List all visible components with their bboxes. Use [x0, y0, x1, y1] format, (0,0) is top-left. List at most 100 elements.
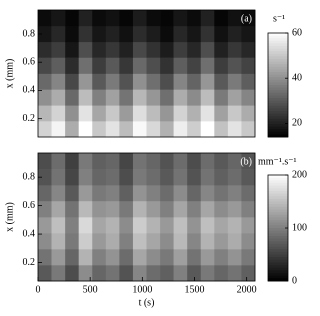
colorbar-tick-label: 40: [292, 73, 302, 84]
heatmap-cell: [132, 9, 147, 27]
colorbar-step: [268, 33, 288, 36]
colorbar-step: [268, 241, 288, 245]
heatmap-cell: [65, 265, 79, 282]
x-tick-label: 1000: [132, 284, 152, 295]
heatmap-cell: [65, 216, 79, 234]
heatmap-cell: [173, 201, 188, 218]
heatmap-cell: [241, 73, 256, 90]
colorbar-step: [268, 90, 288, 94]
heatmap-cell: [214, 169, 229, 186]
heatmap-cell: [187, 184, 202, 202]
plot-frame: [37, 152, 256, 282]
heatmap-cell: [51, 41, 66, 58]
heatmap-cell: [160, 201, 174, 218]
heatmap-cell: [160, 73, 174, 90]
colorbar-step: [268, 111, 288, 114]
heatmap-cell: [173, 41, 188, 58]
heatmap-cell: [105, 121, 120, 138]
heatmap-cell: [241, 216, 256, 234]
heatmap-cell: [241, 121, 256, 138]
heatmap-cell: [51, 73, 66, 90]
colorbar-step: [268, 48, 288, 52]
colorbar-step: [268, 190, 288, 194]
heatmap-cell: [92, 152, 107, 170]
colorbar-step: [268, 220, 288, 224]
colorbar-step: [268, 95, 288, 99]
colorbar-step: [268, 61, 288, 65]
x-tick-label: 2000: [237, 284, 257, 295]
heatmap-cell: [173, 265, 188, 282]
heatmap-cell: [78, 9, 93, 27]
heatmap-cell: [38, 25, 52, 43]
heatmap-cell: [187, 201, 202, 218]
heatmap-cell: [227, 73, 242, 90]
colorbar-step: [268, 273, 288, 277]
heatmap-cell: [187, 105, 202, 122]
colorbar-step: [268, 182, 288, 186]
colorbar-step: [268, 249, 288, 253]
colorbar-step: [268, 206, 288, 210]
heatmap-cell: [214, 152, 229, 170]
colorbar-step: [268, 212, 288, 216]
heatmap-cell: [38, 9, 52, 27]
heatmap-cell: [173, 105, 188, 122]
heatmap-cell: [78, 201, 93, 218]
colorbar-step: [268, 79, 288, 83]
heatmap-cell: [227, 57, 242, 74]
heatmap-cell: [160, 25, 174, 43]
heatmap-cell: [105, 41, 120, 58]
heatmap-cell: [78, 25, 93, 43]
heatmap-cell: [241, 248, 256, 266]
heatmap-cell: [200, 265, 215, 282]
heatmap-cell: [78, 233, 93, 250]
heatmap-cell: [105, 57, 120, 74]
heatmap-cell: [160, 9, 174, 27]
colorbar-step: [268, 230, 288, 234]
heatmap-cell: [227, 152, 242, 170]
heatmap-cell: [160, 265, 174, 282]
heatmap-cell: [214, 265, 229, 282]
heatmap-cell: [92, 105, 107, 122]
heatmap-cell: [187, 25, 202, 43]
colorbar-step: [268, 209, 288, 213]
heatmap-cell: [227, 169, 242, 186]
heatmap-cell: [38, 233, 52, 250]
heatmap-cell: [227, 184, 242, 202]
heatmap-cell: [105, 105, 120, 122]
colorbar-step: [268, 77, 288, 81]
x-tick-label: 1500: [184, 284, 204, 295]
heatmap-cell: [241, 169, 256, 186]
colorbar-step: [268, 116, 288, 120]
heatmap-cell: [119, 89, 134, 106]
heatmap-cell: [227, 41, 242, 58]
x-tick-label: 500: [83, 284, 98, 295]
heatmap-cell: [160, 233, 174, 250]
heatmap-cell: [241, 9, 256, 27]
colorbar-step: [268, 134, 288, 138]
heatmap-cell: [200, 105, 215, 122]
heatmap-cell: [214, 216, 229, 234]
colorbar-step: [268, 180, 288, 184]
heatmap-cell: [200, 248, 215, 266]
colorbar-step: [268, 198, 288, 202]
heatmap-cell: [241, 41, 256, 58]
heatmap-cell: [38, 105, 52, 122]
heatmap-cell: [187, 265, 202, 282]
heatmap-cell: [119, 184, 134, 202]
heatmap-cell: [65, 121, 79, 138]
heatmap-cell: [227, 233, 242, 250]
colorbar-label: mm⁻¹.s⁻¹: [258, 156, 297, 167]
heatmap-cell: [200, 73, 215, 90]
heatmap-cell: [146, 41, 161, 58]
figure: 0.2 0.4 0.6 0.8 x (mm) (a) 20 40 60 s⁻¹ 0.2 0.4 0.6 0…: [4, 9, 307, 308]
colorbar-step: [268, 129, 288, 133]
heatmap-cell: [173, 169, 188, 186]
colorbar-step: [268, 196, 288, 200]
heatmap-cell: [160, 216, 174, 234]
heatmap-cell: [173, 25, 188, 43]
heatmap-cell: [132, 201, 147, 218]
heatmap-cell: [51, 265, 66, 282]
heatmap-cell: [92, 25, 107, 43]
colorbar-step: [268, 126, 288, 130]
